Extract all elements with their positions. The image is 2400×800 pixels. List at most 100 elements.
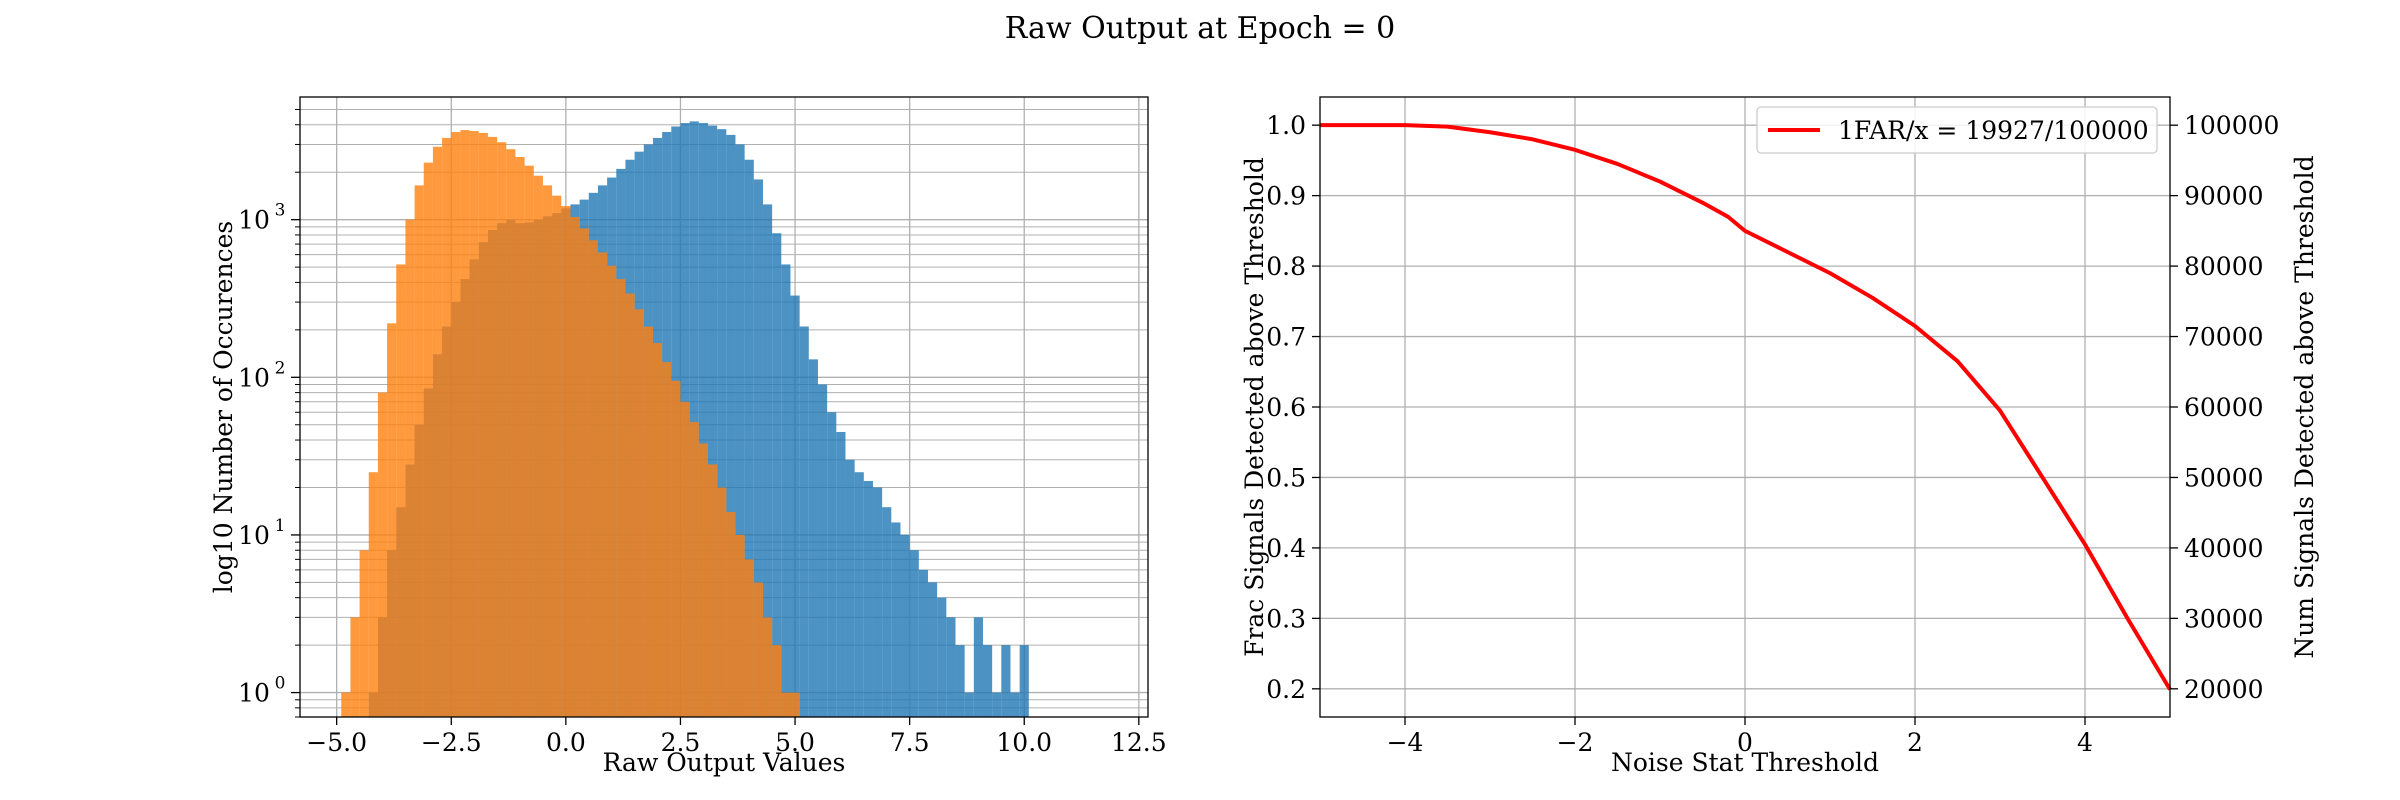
histogram-bar: [772, 645, 782, 717]
histogram-bar: [341, 692, 351, 717]
line-right-y-tick-label: 30000: [2184, 604, 2264, 633]
histogram-bar: [698, 123, 708, 718]
histogram-bar: [799, 326, 809, 717]
line-grid: [1320, 97, 2170, 717]
histogram-bar: [552, 195, 562, 718]
histogram-bar: [561, 206, 571, 717]
hist-y-tick-label: 10: [238, 363, 270, 392]
hist-x-tick-label: 7.5: [890, 728, 930, 757]
line-y-tick-label: 0.8: [1266, 252, 1306, 281]
histogram-bar: [1010, 692, 1020, 717]
histogram-bar: [625, 293, 635, 717]
hist-x-tick-label: 5.0: [775, 728, 815, 757]
histogram-bar: [377, 392, 388, 717]
line-y-axis-label: Frac Signals Detected above Threshold: [1240, 157, 1269, 657]
line-y-tick-label: 0.9: [1266, 182, 1306, 211]
histogram-bar: [423, 162, 433, 718]
line-y-tick-label: 0.3: [1266, 604, 1306, 633]
histogram-bar: [460, 130, 470, 718]
line-x-tick-label: −2: [1557, 728, 1594, 757]
histogram-bar: [542, 185, 553, 717]
histogram-bar: [469, 131, 479, 717]
histogram-bar: [973, 617, 983, 717]
histogram-bar: [836, 431, 846, 717]
line-right-y-tick-label: 80000: [2184, 252, 2264, 281]
histogram-bar: [964, 692, 974, 717]
histogram-bar: [845, 459, 855, 717]
histogram-bars: [341, 121, 1029, 718]
histogram-bar: [634, 309, 644, 717]
histogram-bar: [854, 472, 864, 717]
histogram-bar: [772, 233, 782, 717]
histogram-bar: [671, 380, 681, 717]
detection-fraction-line: [1320, 123, 2172, 691]
hist-y-tick-exponent: 3: [275, 201, 286, 221]
line-x-tick-label: 2: [1907, 728, 1923, 757]
histogram-bar: [570, 216, 580, 717]
histogram-bar: [918, 569, 928, 717]
line-y-tick-label: 0.4: [1266, 534, 1306, 563]
histogram-bar: [524, 165, 534, 718]
histogram-bar: [817, 384, 828, 717]
figure-title: Raw Output at Epoch = 0: [1005, 11, 1396, 46]
histogram-bar: [396, 264, 406, 717]
line-right-y-tick-label: 90000: [2184, 182, 2264, 211]
histogram-bar: [900, 534, 910, 717]
hist-x-tick-label: 10.0: [996, 728, 1052, 757]
histogram-bar: [872, 487, 883, 717]
line-y-tick-label: 1.0: [1266, 111, 1306, 140]
histogram-bar: [744, 159, 754, 718]
line-right-y-axis-label: Num Signals Detected above Threshold: [2290, 155, 2319, 658]
histogram-bar: [781, 264, 791, 717]
histogram-bar: [680, 401, 690, 717]
line-right-y-tick-label: 60000: [2184, 393, 2264, 422]
histogram-bar: [707, 464, 718, 717]
histogram-bar: [432, 146, 443, 717]
histogram-bar: [588, 240, 598, 717]
hist-y-tick-label: 10: [238, 206, 270, 235]
histogram-bar: [735, 144, 745, 718]
histogram-bar: [478, 132, 488, 717]
histogram-frame: [299, 96, 1149, 718]
histogram-bar: [616, 279, 626, 717]
histogram-bar: [955, 645, 965, 717]
histogram-bar: [414, 185, 424, 717]
histogram-bar: [927, 582, 938, 717]
histogram-bar: [726, 511, 736, 717]
histogram-bar: [497, 142, 507, 717]
histogram-bar: [909, 550, 919, 717]
line-y-ticks-left: 0.2 0.3 0.4 0.5 0.6 0.7 0.8 0.9 1.0: [1266, 111, 1320, 704]
histogram-bar: [762, 204, 773, 717]
histogram-bar: [405, 219, 415, 717]
histogram-bar: [717, 487, 727, 717]
histogram-bar: [359, 550, 369, 717]
line-y-tick-label: 0.7: [1266, 323, 1306, 352]
histogram-bar: [662, 362, 672, 717]
histogram-bar: [735, 534, 745, 717]
histogram-bar: [863, 480, 873, 717]
hist-y-tick-label: 10: [238, 679, 270, 708]
line-y-tick-label: 0.5: [1266, 463, 1306, 492]
histogram-bar: [506, 149, 516, 717]
histogram-bar: [350, 617, 360, 717]
hist-y-tick-label: 10: [238, 521, 270, 550]
legend-box: [1756, 106, 2158, 154]
line-right-y-tick-label: 100000: [2184, 111, 2279, 140]
line-right-y-tick-label: 50000: [2184, 463, 2264, 492]
histogram-bar: [744, 559, 754, 717]
histogram-y-axis-label: log10 Number of Occurences: [209, 221, 238, 594]
hist-x-tick-label: 0.0: [546, 728, 586, 757]
histogram-bar: [808, 359, 818, 717]
hist-x-tick-label: −2.5: [421, 728, 482, 757]
histogram-bar: [451, 131, 461, 717]
histogram-bar: [790, 692, 800, 717]
line-x-tick-label: 0: [1737, 728, 1753, 757]
histogram-bar: [643, 326, 653, 717]
histogram-bar: [882, 507, 892, 717]
histogram-bar: [891, 522, 901, 717]
histogram-bar: [387, 323, 397, 717]
histogram-bar: [689, 422, 699, 717]
line-right-y-tick-label: 40000: [2184, 534, 2264, 563]
histogram-bar: [707, 125, 718, 718]
